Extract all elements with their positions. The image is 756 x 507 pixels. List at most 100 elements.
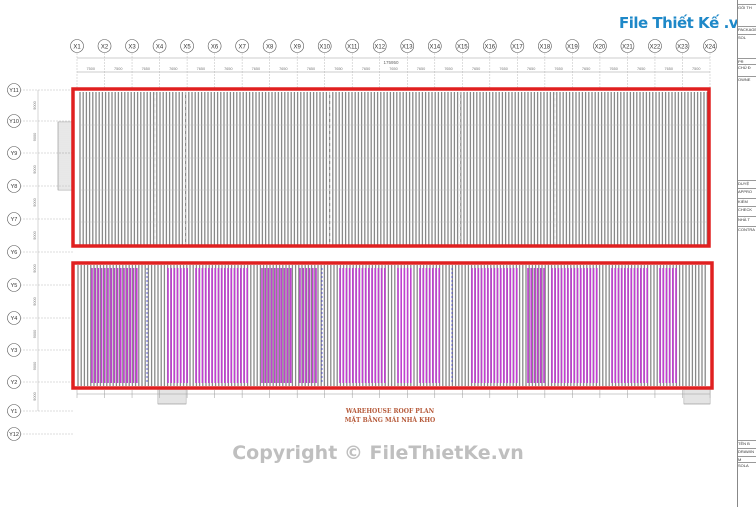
grid-bubble-x <box>455 39 470 53</box>
grid-label-y: Y7 <box>11 217 18 223</box>
title-block-cell: SOLA <box>738 462 756 471</box>
total-dimension-label: 175950 <box>384 60 400 65</box>
bay-dimension-y: 9000 <box>33 392 37 400</box>
grid-label-x: X9 <box>294 45 302 51</box>
grid-label-x: X20 <box>595 45 606 51</box>
title-block-cell: CONTRA <box>738 226 756 235</box>
bay-dimension-x: 7650 <box>197 67 205 71</box>
grid-label-x: X22 <box>650 45 661 51</box>
title-block-cell: DRAWIN <box>738 448 756 457</box>
bay-dimension-x: 7650 <box>334 67 342 71</box>
title-block-cell: TÊN B <box>738 440 756 449</box>
bay-dimension-y: 9000 <box>33 297 37 305</box>
bay-dimension-x: 7650 <box>472 67 480 71</box>
grid-bubble-y <box>7 146 21 160</box>
bay-dimension-y: 9000 <box>33 231 37 239</box>
grid-label-x: X19 <box>567 45 578 51</box>
grid-label-y: Y8 <box>11 184 18 190</box>
grid-bubble-y <box>7 375 21 389</box>
copyright-watermark: Copyright © FileThietKe.vn <box>232 442 524 464</box>
bay-dimension-x: 7650 <box>307 67 315 71</box>
grid-bubble-x <box>427 39 442 53</box>
grid-label-x: X11 <box>347 45 358 51</box>
grid-bubble-y <box>7 404 21 418</box>
grid-label-x: X14 <box>429 45 440 51</box>
bay-dimension-y: 9000 <box>33 101 37 109</box>
grid-bubble-x <box>538 39 552 53</box>
grid-label-x: X8 <box>266 45 274 51</box>
title-block-cell: KIỂM <box>738 198 756 207</box>
grid-bubble-y <box>7 179 21 193</box>
highlight-frame-lower <box>71 261 714 390</box>
grid-label-x: X3 <box>128 45 136 51</box>
grid-bubble-x <box>290 39 304 53</box>
bay-dimension-x: 7650 <box>417 67 425 71</box>
title-block-cell: SOL <box>738 34 756 43</box>
grid-label-x: X18 <box>540 45 551 51</box>
grid-label-x: X24 <box>705 45 716 51</box>
grid-label-y: Y6 <box>11 250 18 256</box>
drawing-caption: WAREHOUSE ROOF PLAN MẶT BẰNG MÁI NHÀ KHO <box>300 408 480 424</box>
grid-label-x: X2 <box>101 45 109 51</box>
grid-label-y: Y12 <box>9 432 19 438</box>
grid-label-y: Y9 <box>11 151 18 157</box>
grid-label-x: X16 <box>484 45 495 51</box>
bay-dimension-x: 7650 <box>637 67 645 71</box>
grid-label-x: X15 <box>457 45 468 51</box>
grid-bubble-y <box>7 212 21 226</box>
grid-bubble-x <box>648 39 662 53</box>
bay-dimension-y: 9000 <box>33 362 37 370</box>
bay-dimension-x: 7650 <box>279 67 287 71</box>
grid-label-x: X21 <box>622 45 633 51</box>
title-block-cell: GÓI TH <box>738 4 756 13</box>
grid-bubble-x <box>345 39 360 53</box>
title-block-cell: PR <box>738 58 756 67</box>
title-block-cell: CHECK <box>738 206 756 215</box>
bay-dimension-x: 7650 <box>252 67 260 71</box>
bay-dimension-y: 9000 <box>33 133 37 141</box>
grid-bubble-y <box>7 343 21 357</box>
bay-dimension-x: 7650 <box>554 67 562 71</box>
bay-dimension-x: 7650 <box>169 67 177 71</box>
title-block-cell: CHỦ Đ <box>738 64 756 73</box>
roof-zone-upper <box>79 92 708 245</box>
bay-dimension-x: 7650 <box>362 67 370 71</box>
bay-dimension-x: 7650 <box>609 67 617 71</box>
bay-dimension-y: 9000 <box>33 264 37 272</box>
grid-bubble-y <box>7 83 21 97</box>
grid-bubble-x <box>207 39 222 53</box>
title-block-cell: APPRO <box>738 188 756 197</box>
grid-label-x: X7 <box>238 45 246 51</box>
grid-label-x: X5 <box>183 45 191 51</box>
grid-label-y: Y3 <box>11 348 18 354</box>
grid-label-x: X6 <box>211 45 219 51</box>
grid-label-x: X1 <box>73 45 81 51</box>
grid-label-x: X12 <box>374 45 385 51</box>
bay-dimension-x: 7650 <box>527 67 535 71</box>
grid-bubble-x <box>235 39 249 53</box>
grid-bubble-x <box>620 39 635 53</box>
title-block-cell: M <box>738 456 756 465</box>
bay-dimension-y: 9000 <box>33 198 37 206</box>
grid-label-x: X17 <box>512 45 523 51</box>
grid-label-y: Y10 <box>9 119 19 125</box>
caption-vietnamese: MẶT BẰNG MÁI NHÀ KHO <box>344 417 436 424</box>
grid-bubble-y <box>7 311 21 325</box>
bay-dimension-y: 9000 <box>33 165 37 173</box>
grid-bubble-x <box>125 39 139 53</box>
title-block-cell: PACKAGE <box>738 26 756 35</box>
grid-bubble-x <box>180 39 194 53</box>
grid-label-y: Y2 <box>11 380 18 386</box>
grid-bubble-x <box>70 39 84 53</box>
bay-dimension-x: 7650 <box>142 67 150 71</box>
bay-dimension-x: 7500 <box>692 67 700 71</box>
bay-dimension-x: 7650 <box>444 67 452 71</box>
grid-label-y: Y1 <box>11 409 18 415</box>
bay-dimension-x: 7500 <box>114 67 122 71</box>
grid-bubble-x <box>262 39 277 53</box>
title-block: GÓI TH PACKAGE SOL PR CHỦ Đ OWNE DUYỆ APPRO KIỂM… <box>737 0 756 507</box>
grid-bubble-y <box>7 114 21 128</box>
highlight-frame-upper <box>71 87 711 248</box>
grid-bubble-y <box>7 278 21 292</box>
